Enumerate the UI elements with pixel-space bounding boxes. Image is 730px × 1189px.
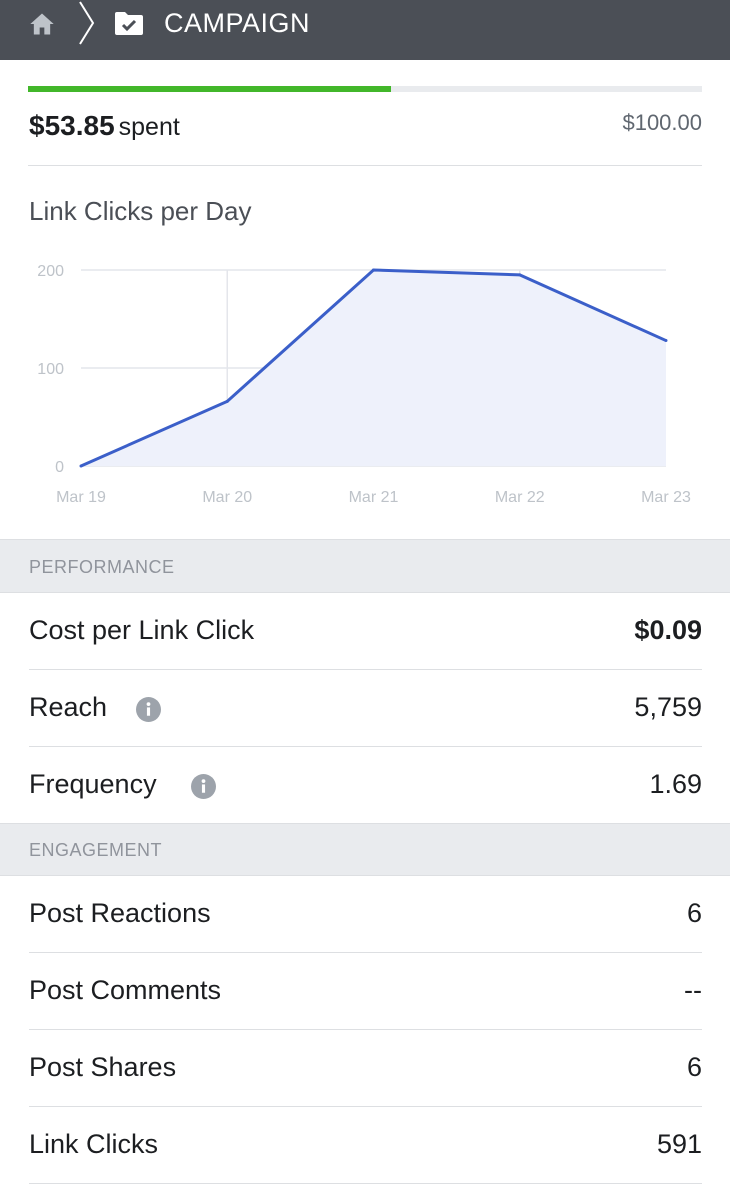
folder-check-icon (115, 12, 143, 35)
chart-point-mar-22 (518, 273, 522, 277)
metric-value: $0.09 (634, 615, 702, 645)
section-header-engagement: ENGAGEMENT (0, 823, 730, 876)
metric-label: Reach (29, 692, 108, 722)
chart-area-fill (81, 270, 666, 466)
metric-value: 6 (686, 1052, 702, 1082)
metric-row-link-clicks[interactable]: Link Clicks 591 (29, 1107, 702, 1184)
metric-label: Post Comments (29, 975, 222, 1005)
chart-title: Link Clicks per Day (29, 196, 252, 226)
page-title: CAMPAIGN (164, 8, 311, 38)
divider (28, 165, 702, 166)
metric-row-cost-per-link-click[interactable]: Cost per Link Click $0.09 (29, 593, 702, 670)
budget-progress-fill (28, 86, 391, 92)
metric-row-frequency[interactable]: Frequency 1.69 (29, 747, 702, 824)
chart-x-tick-label: Mar 21 (349, 489, 399, 506)
metric-value: -- (684, 975, 702, 1005)
chart-point-mar-20 (225, 399, 229, 403)
chevron-right-icon (79, 1, 95, 45)
home-icon[interactable] (28, 10, 56, 38)
chart-x-tick-label: Mar 23 (641, 489, 691, 506)
info-icon[interactable] (191, 774, 216, 799)
spent-amount: $53.85 (29, 110, 115, 141)
budget-total: $100.00 (622, 110, 702, 135)
info-icon[interactable] (136, 697, 161, 722)
metric-value: 6 (686, 898, 702, 928)
spent-label: spent (118, 113, 180, 141)
metric-value: 591 (656, 1129, 702, 1159)
chart-point-mar-23 (664, 339, 668, 343)
chart-x-tick-label: Mar 22 (495, 489, 545, 506)
link-clicks-chart: 0 100 200 Mar 19 Mar 20 Mar 21 Mar 22 Mar 23 (37, 263, 691, 506)
metric-row-post-reactions[interactable]: Post Reactions 6 (29, 876, 702, 953)
metric-label: Link Clicks (29, 1129, 159, 1159)
chart-x-tick-label: Mar 19 (56, 489, 106, 506)
metric-row-post-comments[interactable]: Post Comments -- (29, 953, 702, 1030)
chart-y-tick-label: 100 (37, 361, 64, 378)
metric-label: Cost per Link Click (29, 615, 255, 645)
metric-label: Frequency (29, 769, 157, 799)
section-title: ENGAGEMENT (29, 840, 163, 860)
section-header-performance: PERFORMANCE (0, 539, 730, 593)
chart-y-tick-label: 0 (55, 459, 64, 476)
metric-row-reach[interactable]: Reach 5,759 (29, 670, 702, 747)
amount-spent: $53.85 spent (29, 110, 180, 142)
metric-label: Post Shares (29, 1052, 177, 1082)
top-nav-bar: CAMPAIGN (0, 0, 730, 60)
metric-row-post-shares[interactable]: Post Shares 6 (29, 1030, 702, 1107)
metric-label: Post Reactions (29, 898, 211, 928)
chart-point-mar-21 (372, 268, 375, 272)
metric-value: 5,759 (634, 692, 702, 722)
chart-x-tick-label: Mar 20 (202, 489, 252, 506)
section-title: PERFORMANCE (29, 557, 175, 577)
metric-value: 1.69 (649, 769, 702, 799)
chart-point-mar-19 (79, 464, 83, 468)
chart-y-tick-label: 200 (37, 263, 64, 280)
budget-progress-bar (28, 86, 702, 92)
